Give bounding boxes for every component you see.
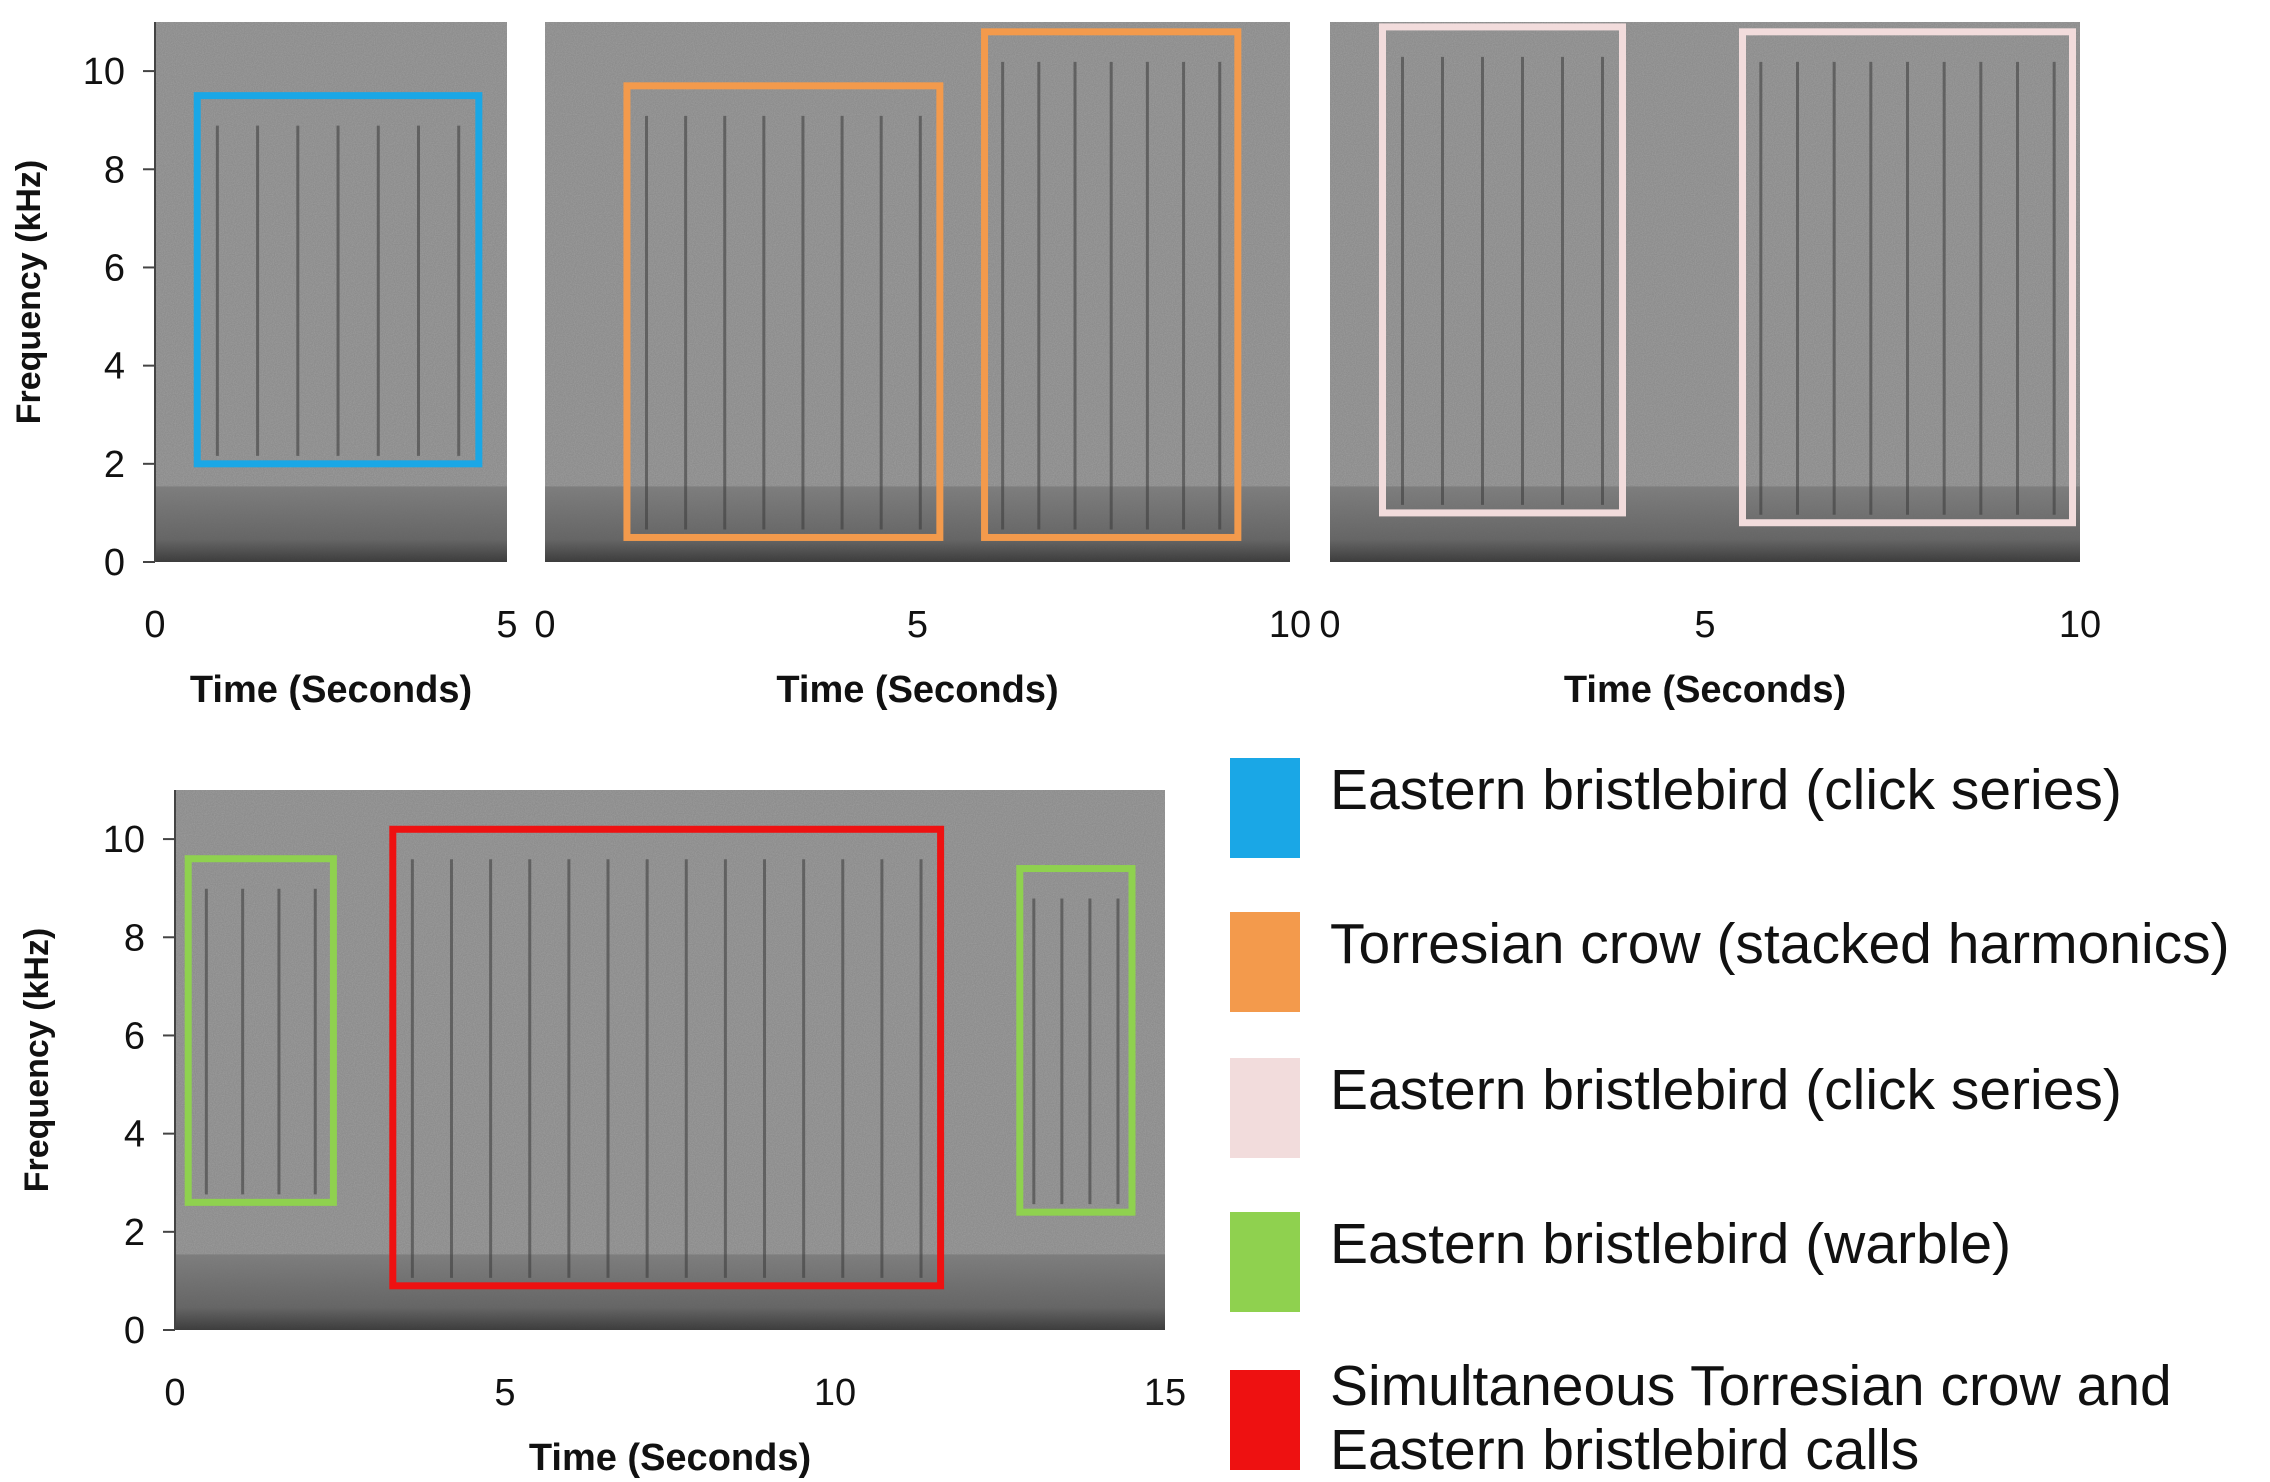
legend-swatch [1230, 912, 1300, 1012]
low-frequency-band [175, 1254, 1165, 1330]
y-tick-label: 4 [124, 1114, 145, 1156]
y-tick-label: 10 [103, 819, 145, 861]
low-frequency-band [545, 486, 1290, 562]
legend-label: Eastern bristlebird (warble) [1330, 1212, 2012, 1276]
y-tick-label: 0 [124, 1310, 145, 1352]
spectrogram-panel-1: 0 5 Time (Seconds) 0 2 4 6 8 10 Frequency (kHz) [10, 22, 518, 711]
x-tick-label: 5 [494, 1372, 515, 1414]
x-tick-label: 0 [164, 1372, 185, 1414]
y-axis-label: Frequency (kHz) [10, 160, 48, 425]
spectrogram-noise [1330, 22, 2080, 562]
legend-label: Torresian crow (stacked harmonics) [1330, 912, 2230, 976]
legend-item: Eastern bristlebird (warble) [1230, 1212, 2270, 1312]
x-tick-label: 5 [1694, 604, 1715, 646]
spectrogram-noise [175, 790, 1165, 1330]
spectrogram-panel-4: 0 5 10 15 Time (Seconds) 0 2 4 6 8 10 Frequency (kH… [18, 790, 1186, 1479]
annotation-box [623, 82, 944, 541]
x-tick-label: 0 [144, 604, 165, 646]
x-tick-label: 5 [907, 604, 928, 646]
spectrogram-panel-3: 0 5 10 Time (Seconds) [1319, 22, 2101, 711]
legend-swatch [1230, 1212, 1300, 1312]
y-tick-label: 8 [124, 917, 145, 959]
x-axis-label: Time (Seconds) [190, 669, 472, 711]
y-tick-label: 8 [104, 149, 125, 191]
x-tick-label: 10 [1269, 604, 1311, 646]
x-tick-label: 0 [1319, 604, 1340, 646]
y-tick-label: 10 [83, 51, 125, 93]
legend-item: Simultaneous Torresian crow and Eastern … [1230, 1354, 2270, 1482]
legend-item: Torresian crow (stacked harmonics) [1230, 912, 2270, 1012]
spectrogram-panel-2: 0 5 10 Time (Seconds) [534, 22, 1311, 711]
annotation-box [1379, 23, 1626, 517]
legend-label: Simultaneous Torresian crow and Eastern … [1330, 1354, 2172, 1482]
annotation-box [1016, 865, 1136, 1216]
annotation-box [193, 92, 483, 468]
low-frequency-band [155, 486, 507, 562]
legend-label: Eastern bristlebird (click series) [1330, 758, 2122, 822]
legend-item: Eastern bristlebird (click series) [1230, 758, 2270, 858]
x-tick-label: 10 [2059, 604, 2101, 646]
y-tick-label: 0 [104, 542, 125, 584]
x-axis-label: Time (Seconds) [529, 1437, 811, 1479]
y-tick-label: 2 [104, 444, 125, 486]
y-tick-label: 6 [124, 1015, 145, 1057]
y-tick-label: 2 [124, 1212, 145, 1254]
annotation-box [184, 855, 337, 1206]
x-tick-label: 0 [534, 604, 555, 646]
spectrogram-noise [545, 22, 1290, 562]
y-tick-label: 6 [104, 247, 125, 289]
y-axis-label: Frequency (kHz) [18, 928, 56, 1193]
legend-item: Eastern bristlebird (click series) [1230, 1058, 2270, 1158]
x-tick-label: 5 [496, 604, 517, 646]
y-tick-label: 4 [104, 346, 125, 388]
annotation-box [389, 825, 945, 1290]
legend-label: Eastern bristlebird (click series) [1330, 1058, 2122, 1122]
annotation-box [1739, 28, 2076, 527]
x-tick-label: 10 [814, 1372, 856, 1414]
spectrogram-noise [155, 22, 507, 562]
legend-swatch [1230, 758, 1300, 858]
x-axis-label: Time (Seconds) [1564, 669, 1846, 711]
x-tick-label: 15 [1144, 1372, 1186, 1414]
legend-swatch [1230, 1370, 1300, 1470]
annotation-box [981, 28, 1242, 541]
legend-swatch [1230, 1058, 1300, 1158]
x-axis-label: Time (Seconds) [776, 669, 1058, 711]
